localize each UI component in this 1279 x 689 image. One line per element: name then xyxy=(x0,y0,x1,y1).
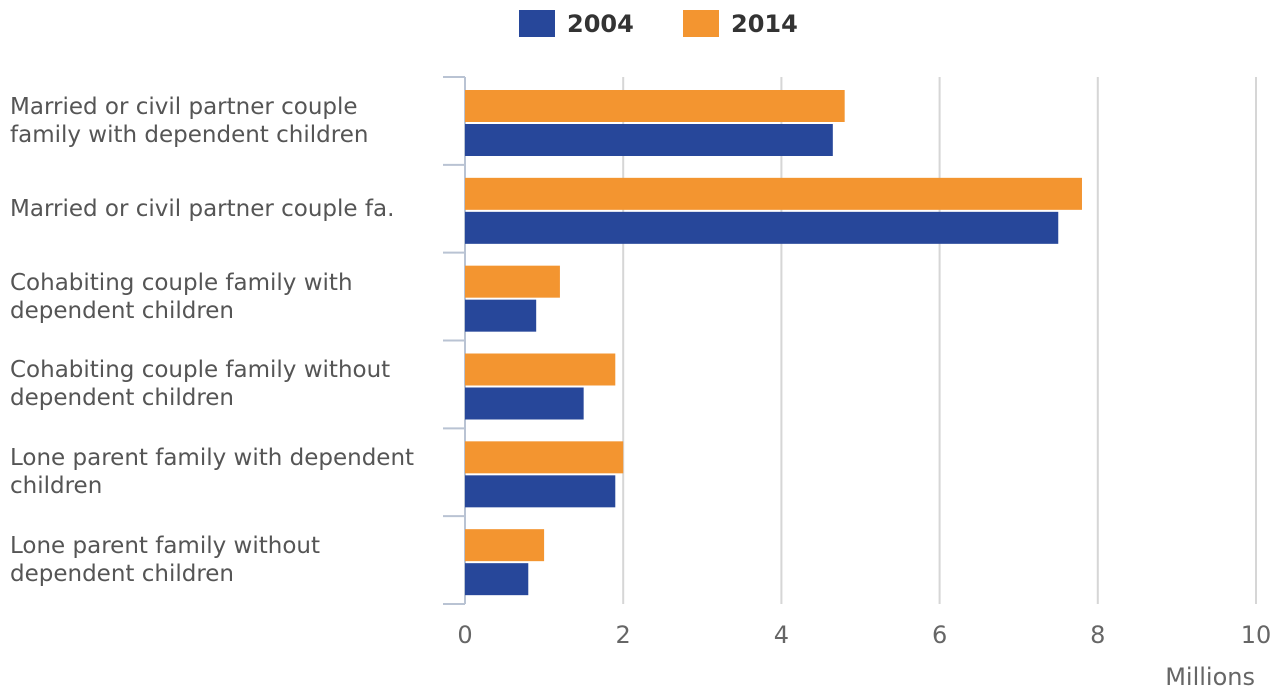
x-tick-label: 0 xyxy=(457,621,472,649)
bar xyxy=(465,211,1059,244)
bar xyxy=(465,177,1082,210)
bar xyxy=(465,441,624,474)
bar xyxy=(465,475,616,508)
x-tick-label: 6 xyxy=(932,621,947,649)
bar xyxy=(465,124,833,156)
category-label: Married or civil partner couple family w… xyxy=(10,93,369,148)
bar xyxy=(465,563,529,596)
x-tick-label: 4 xyxy=(774,621,789,649)
bar xyxy=(465,90,845,122)
x-tick-label: 2 xyxy=(616,621,631,649)
category-label: Married or civil partner couple fa. xyxy=(10,195,395,222)
category-label: Cohabiting couple family without depende… xyxy=(10,357,391,412)
bar xyxy=(465,387,584,420)
bar xyxy=(465,265,560,298)
legend-label: 2004 xyxy=(567,10,634,38)
legend-swatch xyxy=(519,10,555,37)
x-tick-label: 10 xyxy=(1241,621,1272,649)
legend-swatch xyxy=(683,10,719,37)
legend-label: 2014 xyxy=(731,10,798,38)
bar xyxy=(465,353,616,386)
category-label: Lone parent family with dependent childr… xyxy=(10,445,415,500)
bar xyxy=(465,299,537,332)
x-axis-label: Millions xyxy=(1165,663,1255,689)
category-label: Lone parent family without dependent chi… xyxy=(10,533,320,588)
category-label: Cohabiting couple family with dependent … xyxy=(10,269,353,324)
bar xyxy=(465,529,545,562)
x-tick-label: 8 xyxy=(1090,621,1105,649)
